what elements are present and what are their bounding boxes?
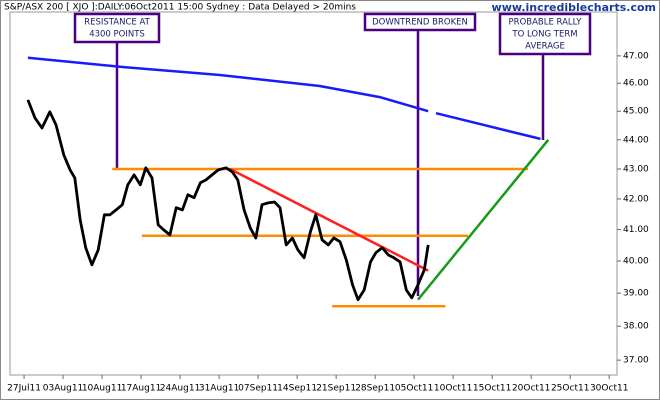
price-line (26, 99, 430, 302)
y-tick-label: 37.00 (623, 356, 649, 366)
annotation-text: RESISTANCE AT (84, 18, 150, 28)
x-tick-label: 27Jul11 (7, 384, 41, 394)
x-tick-label: 24Aug11 (160, 384, 200, 394)
x-tick-label: 30Oct11 (590, 384, 628, 394)
annotation-box (73, 12, 161, 44)
x-tick-label: 05Oct11 (395, 384, 433, 394)
annotation-text: AVERAGE (525, 42, 565, 52)
x-tick-label: 10Oct11 (434, 384, 472, 394)
trend-line (417, 139, 550, 301)
y-tick-label: 45.00 (623, 107, 649, 117)
annotation-text: PROBABLE RALLY (509, 18, 583, 28)
x-tick-label: 28Sep11 (355, 384, 395, 394)
x-tick-label: 21Sep11 (316, 384, 356, 394)
x-tick-label: 15Oct11 (473, 384, 511, 394)
x-tick-label: 03Aug11 (43, 384, 83, 394)
chart-title: S&P/ASX 200 [ XJO ]:DAILY:06Oct2011 15:0… (4, 3, 356, 13)
trend-line (229, 167, 429, 272)
price-line (27, 56, 541, 141)
x-tick-label: 25Oct11 (551, 384, 589, 394)
x-tick-label: 17Aug11 (121, 384, 161, 394)
y-tick-label: 47.00 (623, 51, 649, 61)
x-tick-label: 14Sep11 (277, 384, 317, 394)
y-tick-label: 39.00 (623, 289, 649, 299)
annotation-text: TO LONG TERM (511, 30, 577, 40)
connectors (115, 28, 545, 296)
y-tick-label: 43.00 (623, 165, 649, 175)
annotation-box (363, 12, 477, 32)
annotation: DOWNTREND BROKEN (363, 12, 477, 32)
y-tick-label: 40.00 (623, 256, 649, 266)
x-tick-label: 31Aug11 (199, 384, 239, 394)
annotation: PROBABLE RALLY TO LONG TERM AVERAGE (498, 12, 592, 56)
y-tick-label: 38.00 (623, 322, 649, 332)
x-tick-label: 20Oct11 (512, 384, 550, 394)
annotation-text: DOWNTREND BROKEN (372, 18, 468, 28)
x-tick-label: 07Sep11 (238, 384, 278, 394)
annotation-box (498, 12, 592, 56)
source: www.incrediblecharts.com (492, 1, 656, 14)
annotation-text: 4300 POINTS (89, 30, 145, 40)
annotation: RESISTANCE AT 4300 POINTS (73, 12, 161, 44)
plot-frame (9, 11, 618, 376)
y-tick-label: 41.00 (623, 225, 649, 235)
y-tick-label: 44.00 (623, 135, 649, 145)
y-tick-label: 46.00 (623, 79, 649, 89)
y-tick-label: 42.00 (623, 194, 649, 204)
x-tick-label: 10Aug11 (82, 384, 122, 394)
